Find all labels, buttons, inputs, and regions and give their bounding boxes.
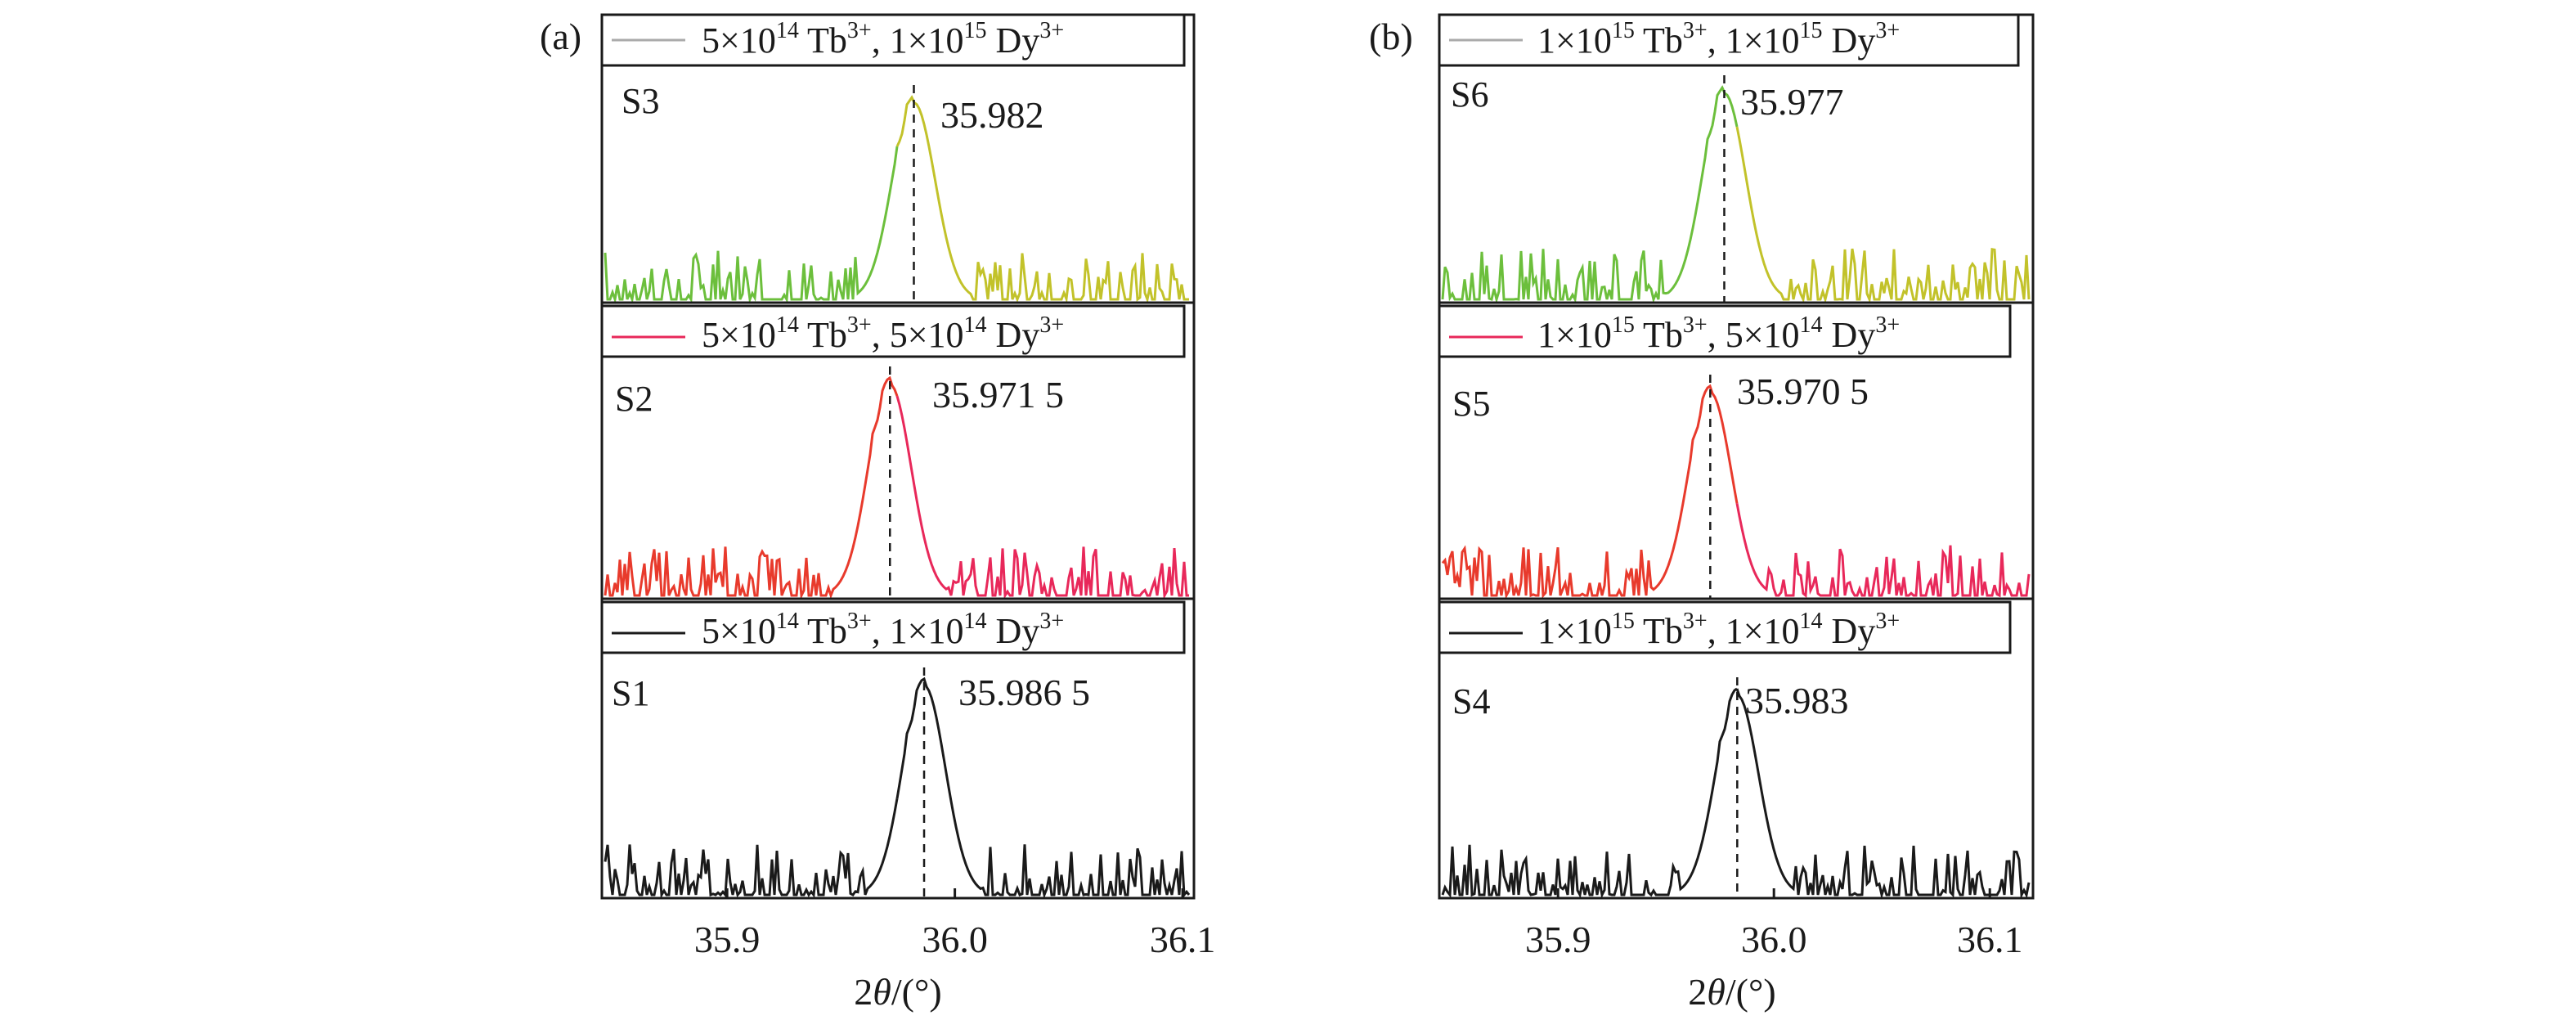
series-layer [604,667,1191,899]
sample-label: S6 [1451,74,1488,115]
diffraction-trace [604,798,899,899]
legend-text: 5×1014 Tb3+, 1×1014 Dy3+ [702,609,1064,651]
diffraction-trace [1441,85,1739,304]
x-tick-label: 36.0 [922,919,988,960]
peak-value-label: 35.977 [1740,81,1844,123]
legend-text: 5×1014 Tb3+, 5×1014 Dy3+ [702,312,1064,355]
peak-value-label: 35.982 [940,94,1044,136]
panel-b-label: (b) [1369,16,1413,57]
diffraction-trace-segment [895,676,1191,899]
series-layer [1441,677,2031,900]
diffraction-trace-segment [1735,688,2031,900]
legend-text: 1×1015 Tb3+, 1×1014 Dy3+ [1537,609,1900,651]
sample-label: S2 [615,379,653,419]
x-axis-a: 35.9 36.0 36.1 [694,888,1215,960]
series-layer [604,366,1189,600]
subplot-b-s6: 1×1015 Tb3+, 1×1015 Dy3+ S6 35.977 [1438,13,2035,304]
legend-text: 1×1015 Tb3+, 1×1015 Dy3+ [1537,18,1900,61]
series-layer [1441,375,2031,600]
legend-box [1438,600,2012,654]
diffraction-trace-segment [895,95,1189,304]
subplot-a-s1: 5×1014 Tb3+, 1×1014 Dy3+ S1 35.986 5 [600,597,1196,900]
diffraction-trace [604,146,899,304]
x-tick-label: 36.1 [1150,919,1216,960]
diffraction-trace [1441,687,1738,899]
diffraction-trace [604,375,899,600]
panel-a: (a) 5×1014 Tb3+, 1×1015 Dy3+ S3 35.982 5… [540,13,1215,1013]
peak-value-label: 35.986 5 [958,672,1090,713]
series-layer [1441,75,2031,304]
x-tick-label: 36.0 [1741,919,1807,960]
peak-value-label: 35.970 5 [1737,371,1869,412]
sample-label: S1 [612,673,649,713]
x-tick-label: 36.1 [1957,919,2023,960]
x-axis-label: 2θ/(°) [854,971,941,1013]
diffraction-trace-segment [1735,126,2031,304]
legend-box [600,600,1186,654]
sample-label: S4 [1452,681,1490,721]
x-tick-label: 35.9 [694,919,761,960]
x-tick-label: 35.9 [1525,919,1591,960]
panel-b: (b) 1×1015 Tb3+, 1×1015 Dy3+ S6 35.977 1… [1369,13,2035,1013]
legend-box [600,304,1186,358]
legend-box [600,13,1186,67]
axes-frame [1438,597,2035,900]
peak-value-label: 35.971 5 [932,374,1064,416]
legend-text: 1×1015 Tb3+, 5×1014 Dy3+ [1537,312,1900,355]
panel-a-label: (a) [540,16,581,57]
subplot-a-s2: 5×1014 Tb3+, 5×1014 Dy3+ S2 35.971 5 [600,301,1196,600]
legend-box [1438,13,2020,67]
subplot-a-s3: 5×1014 Tb3+, 1×1015 Dy3+ S3 35.982 [600,13,1196,304]
legend-box [1438,304,2012,358]
peak-value-label: 35.983 [1745,680,1849,721]
diffraction-trace-segment [895,395,1189,600]
legend-text: 5×1014 Tb3+, 1×1015 Dy3+ [702,18,1064,61]
subplot-b-s5: 1×1015 Tb3+, 5×1014 Dy3+ S5 35.970 5 [1438,301,2035,600]
axes-frame [600,597,1196,900]
diffraction-trace-segment [1735,503,2031,599]
x-axis-label: 2θ/(°) [1688,971,1775,1013]
diffraction-trace [1441,384,1739,600]
sample-label: S5 [1452,384,1490,424]
sample-label: S3 [622,81,659,121]
subplot-b-s4: 1×1015 Tb3+, 1×1014 Dy3+ S4 35.983 [1438,597,2035,900]
series-layer [604,85,1189,304]
x-axis-b: 35.9 36.0 36.1 [1525,888,2023,960]
